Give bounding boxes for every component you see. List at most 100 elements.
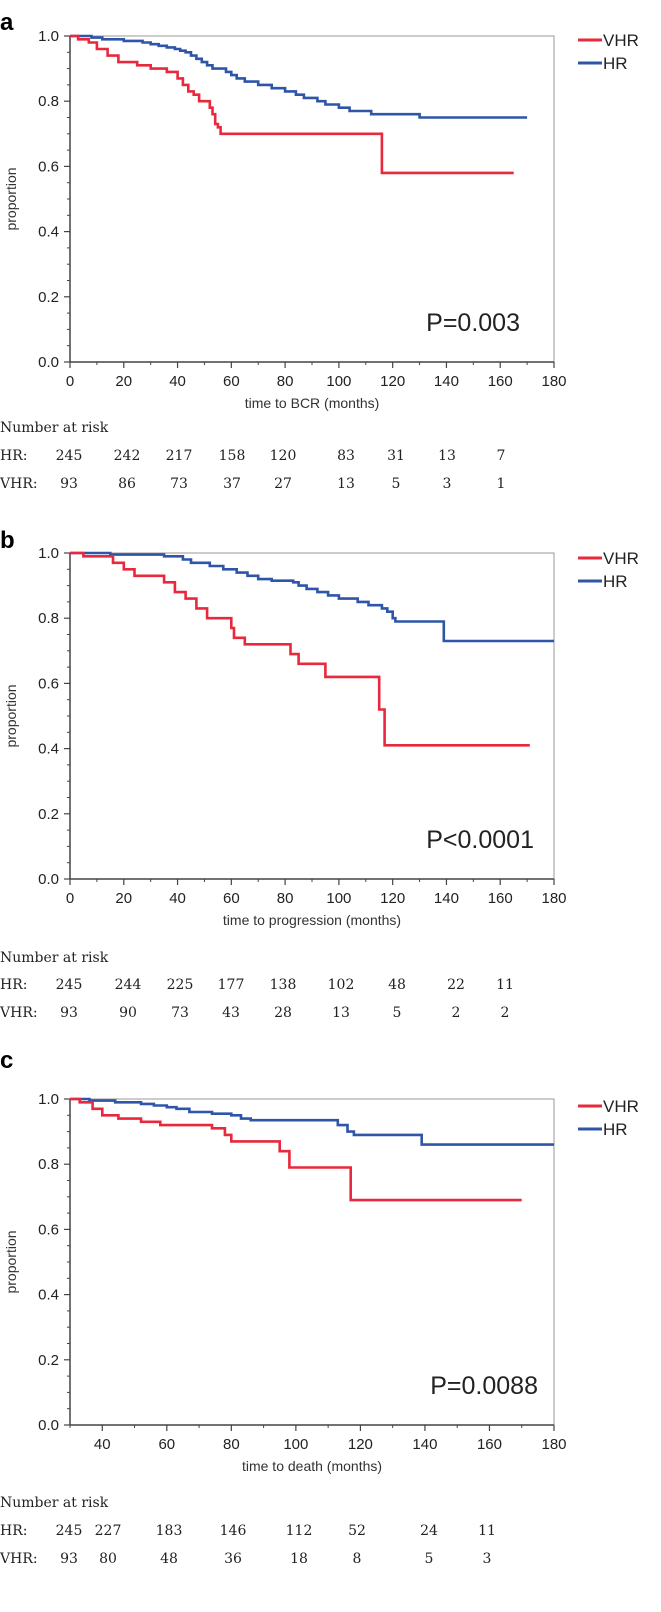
risk-cell: 13 bbox=[337, 476, 355, 492]
risk-cell: 5 bbox=[425, 1551, 434, 1567]
panel-letter: c bbox=[0, 1047, 13, 1074]
risk-cell: 138 bbox=[270, 977, 297, 993]
risk-cell: 225 bbox=[167, 977, 194, 993]
risk-cell: 31 bbox=[387, 448, 405, 464]
risk-cell: 93 bbox=[60, 476, 78, 492]
risk-table-heading: Number at risk bbox=[0, 950, 109, 966]
risk-cell: 2 bbox=[452, 1005, 461, 1021]
series-line-hr bbox=[70, 551, 554, 643]
series-line-hr bbox=[70, 1097, 554, 1146]
legend-label-vhr: VHR bbox=[603, 549, 639, 568]
x-tick-label: 180 bbox=[541, 890, 566, 907]
p-value-annotation: P<0.0001 bbox=[426, 826, 534, 854]
risk-cell: 3 bbox=[443, 476, 452, 492]
y-axis-title: proportion bbox=[3, 684, 19, 747]
risk-cell: 5 bbox=[393, 1005, 402, 1021]
x-axis-title: time to progression (months) bbox=[223, 912, 401, 928]
risk-cell: 36 bbox=[224, 1551, 242, 1567]
y-tick-label: 0.8 bbox=[38, 1156, 59, 1173]
panel-letter: b bbox=[0, 527, 15, 554]
risk-cell: 158 bbox=[219, 448, 246, 464]
y-tick-label: 0.2 bbox=[38, 289, 59, 306]
x-tick-label: 0 bbox=[66, 373, 74, 390]
y-tick-label: 0.0 bbox=[38, 354, 59, 371]
y-axis-title: proportion bbox=[3, 167, 19, 230]
risk-row-label: VHR: bbox=[0, 476, 38, 492]
x-tick-label: 120 bbox=[380, 373, 405, 390]
legend-label-hr: HR bbox=[603, 572, 628, 591]
y-tick-label: 0.0 bbox=[38, 871, 59, 888]
risk-cell: 18 bbox=[290, 1551, 308, 1567]
risk-cell: 73 bbox=[171, 1005, 189, 1021]
x-tick-label: 120 bbox=[380, 890, 405, 907]
series-line-vhr bbox=[70, 551, 530, 747]
y-tick-label: 0.2 bbox=[38, 806, 59, 823]
y-tick-label: 0.6 bbox=[38, 1221, 59, 1238]
risk-cell: 1 bbox=[497, 476, 506, 492]
risk-cell: 22 bbox=[447, 977, 465, 993]
risk-cell: 245 bbox=[56, 1523, 83, 1539]
risk-cell: 13 bbox=[332, 1005, 350, 1021]
x-tick-label: 60 bbox=[223, 373, 240, 390]
risk-row-label: VHR: bbox=[0, 1551, 38, 1567]
x-tick-label: 160 bbox=[477, 1436, 502, 1453]
km-panel-a: a 0.0 0.2 0.4 0.6 0.8 1.0 0 20 40 60 80 100 120 140 160… bbox=[0, 9, 639, 492]
risk-cell: 120 bbox=[270, 448, 297, 464]
risk-row-label: HR: bbox=[0, 977, 27, 993]
x-tick-label: 0 bbox=[66, 890, 74, 907]
p-value-annotation: P=0.003 bbox=[426, 309, 520, 337]
x-tick-label: 20 bbox=[115, 890, 132, 907]
x-tick-label: 140 bbox=[434, 373, 459, 390]
risk-table-heading: Number at risk bbox=[0, 420, 109, 436]
risk-cell: 177 bbox=[218, 977, 245, 993]
y-axis-title: proportion bbox=[3, 1230, 19, 1293]
risk-cell: 242 bbox=[114, 448, 141, 464]
risk-cell: 90 bbox=[119, 1005, 137, 1021]
x-tick-label: 60 bbox=[158, 1436, 175, 1453]
y-tick-label: 1.0 bbox=[38, 1091, 59, 1108]
risk-table-heading: Number at risk bbox=[0, 1495, 109, 1511]
p-value-annotation: P=0.0088 bbox=[430, 1372, 538, 1400]
risk-cell: 102 bbox=[328, 977, 355, 993]
legend-label-vhr: VHR bbox=[603, 31, 639, 50]
risk-cell: 86 bbox=[118, 476, 136, 492]
x-tick-label: 160 bbox=[488, 890, 513, 907]
risk-cell: 24 bbox=[420, 1523, 438, 1539]
risk-cell: 8 bbox=[353, 1551, 362, 1567]
y-tick-label: 0.2 bbox=[38, 1352, 59, 1369]
x-tick-label: 40 bbox=[169, 373, 186, 390]
x-tick-label: 180 bbox=[541, 1436, 566, 1453]
x-tick-label: 60 bbox=[223, 890, 240, 907]
risk-cell: 227 bbox=[95, 1523, 122, 1539]
risk-cell: 52 bbox=[348, 1523, 366, 1539]
x-tick-label: 20 bbox=[115, 373, 132, 390]
risk-cell: 146 bbox=[220, 1523, 247, 1539]
x-tick-label: 140 bbox=[434, 890, 459, 907]
risk-cell: 27 bbox=[274, 476, 292, 492]
risk-cell: 11 bbox=[478, 1523, 496, 1539]
risk-cell: 245 bbox=[56, 977, 83, 993]
x-tick-label: 100 bbox=[326, 890, 351, 907]
y-tick-label: 1.0 bbox=[38, 545, 59, 562]
risk-cell: 28 bbox=[274, 1005, 292, 1021]
risk-cell: 43 bbox=[222, 1005, 240, 1021]
x-tick-label: 80 bbox=[223, 1436, 240, 1453]
risk-row-label: HR: bbox=[0, 1523, 27, 1539]
risk-cell: 245 bbox=[56, 448, 83, 464]
km-panel-b: b 0.0 0.2 0.4 0.6 0.8 1.0 0 20 40 60 80 100 120 140 160… bbox=[0, 527, 639, 1021]
y-tick-label: 0.4 bbox=[38, 224, 59, 241]
risk-cell: 2 bbox=[501, 1005, 510, 1021]
risk-cell: 48 bbox=[160, 1551, 178, 1567]
risk-cell: 80 bbox=[99, 1551, 117, 1567]
risk-cell: 217 bbox=[166, 448, 193, 464]
y-tick-label: 0.0 bbox=[38, 1417, 59, 1434]
risk-cell: 244 bbox=[115, 977, 142, 993]
x-tick-label: 40 bbox=[169, 890, 186, 907]
km-panel-c: c 0.0 0.2 0.4 0.6 0.8 1.0 40 60 80 100 120 140 160 180… bbox=[0, 1047, 639, 1567]
series-line-vhr bbox=[70, 1097, 522, 1202]
risk-cell: 93 bbox=[60, 1551, 78, 1567]
